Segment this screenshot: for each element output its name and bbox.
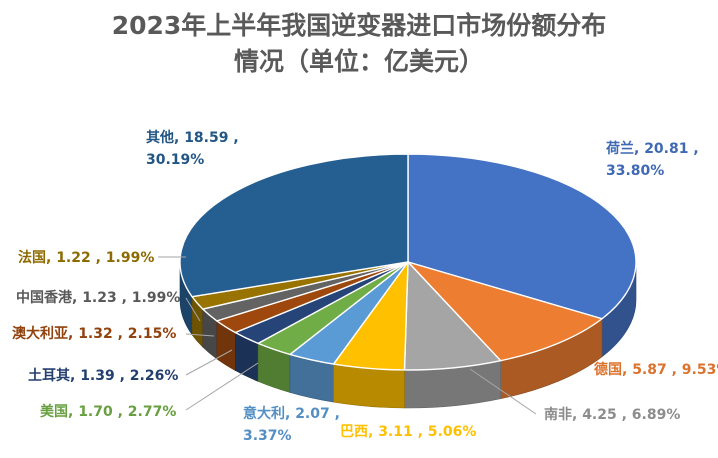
slice-荷兰-data-label: 荷兰, 20.81 , 33.80% [605,140,699,179]
slice-美国-data-label: 美国, 1.70 , 2.77% [40,403,176,420]
slice-中国香港-data-label: 中国香港, 1.23 , 1.99% [16,289,180,306]
slice-南非-leader-line [469,368,537,415]
slice-德国-data-label: 德国, 5.87 , 9.53% [594,361,718,378]
chart-title-line-2: 情况（单位：亿美元） [233,47,484,76]
slice-巴西-side [333,363,405,409]
slice-德国 [407,261,603,362]
slice-南非-data-label: 南非, 4.25 , 6.89% [544,406,680,423]
slice-澳大利亚-leader-line [185,333,215,337]
pie-tops [179,153,637,371]
data-labels: 荷兰, 20.81 , 33.80% 德国, 5.87 , 9.53% 南非, 4.2… [12,129,718,444]
slice-澳大利亚-data-label: 澳大利亚, 1.32 , 2.15% [12,325,176,342]
slice-其他 [179,153,409,298]
slice-美国-leader-line [185,362,259,411]
slice-中国香港-leader-line [185,297,201,322]
slice-其他-data-label: 其他, 18.59 , 30.19% [146,129,239,168]
slice-土耳其-leader-line [185,349,233,376]
pie-rim [179,153,637,371]
chart-title: 2023年上半年我国逆变器进口市场份额分布 情况（单位：亿美元） [0,8,718,80]
slice-法国-data-label: 法国, 1.22 , 1.99% [18,249,154,266]
chart-title-line-1: 2023年上半年我国逆变器进口市场份额分布 [111,11,607,40]
slice-意大利-data-label: 意大利, 2.07 , 3.37% [243,405,340,444]
slice-巴西-data-label: 巴西, 3.11 , 5.06% [340,424,476,440]
slice-土耳其-data-label: 土耳其, 1.39 , 2.26% [28,367,178,384]
slice-荷兰 [407,153,637,320]
